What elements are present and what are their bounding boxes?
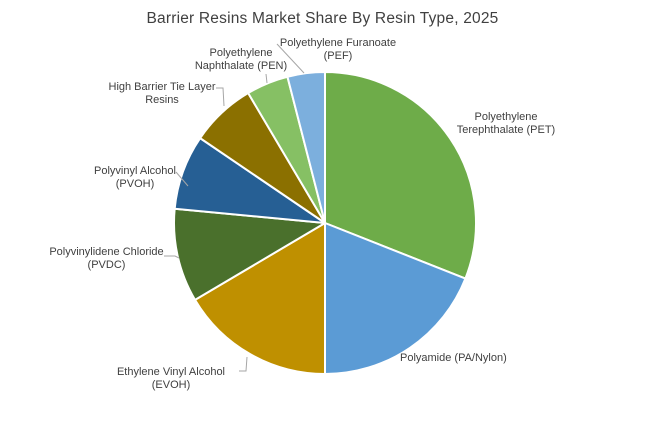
pie-slice-3[interactable] xyxy=(173,207,326,301)
leader-line-2 xyxy=(239,356,248,372)
slice-label-tie-layer: High Barrier Tie Layer Resins xyxy=(108,81,216,106)
pie-slice-7[interactable] xyxy=(286,71,326,224)
leader-lines-group xyxy=(164,43,305,372)
chart-title: Barrier Resins Market Share By Resin Typ… xyxy=(146,10,499,27)
slice-label-polyamide: Polyamide (PA/Nylon) xyxy=(400,352,507,364)
leader-line-4 xyxy=(175,171,189,187)
pie-slice-2[interactable] xyxy=(194,222,326,375)
leader-line-7 xyxy=(276,43,305,74)
pie-slice-0[interactable] xyxy=(324,71,477,280)
pie-slices-group xyxy=(173,71,477,375)
leader-line-6 xyxy=(265,73,268,84)
slice-label-pvdc: Polyvinylidene Chloride (PVDC) xyxy=(49,246,164,271)
slice-label-pet: Polyethylene Terephthalate (PET) xyxy=(456,111,556,136)
slice-label-pvoh: Polyvinyl Alcohol (PVOH) xyxy=(94,165,176,190)
slice-label-pef: Polyethylene Furanoate (PEF) xyxy=(279,37,397,62)
slice-label-evoh: Ethylene Vinyl Alcohol (EVOH) xyxy=(116,366,226,391)
pie-slice-1[interactable] xyxy=(324,222,467,375)
leader-line-5 xyxy=(216,87,225,107)
slice-label-pen: Polyethylene Naphthalate (PEN) xyxy=(194,47,288,72)
leader-line-3 xyxy=(164,255,180,259)
